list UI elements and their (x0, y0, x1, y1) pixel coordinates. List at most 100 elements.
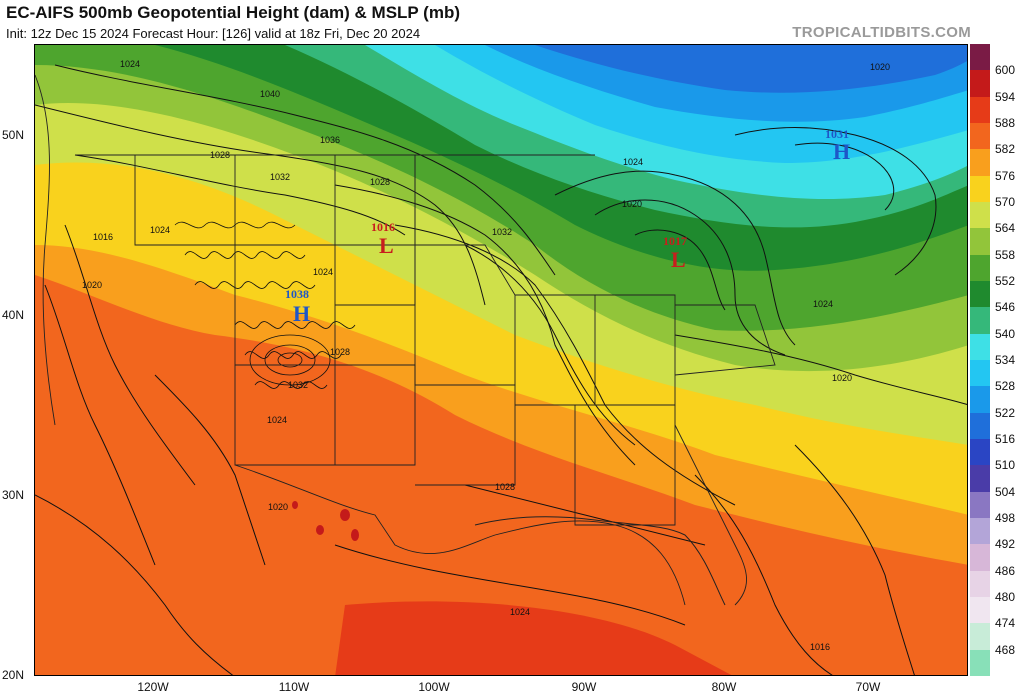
colorbar-swatch (970, 412, 990, 440)
high-pressure-marker: H (293, 301, 310, 326)
colorbar-label: 492 (995, 537, 1016, 552)
isobar-label: 1016 (93, 232, 113, 242)
longitude-label: 120W (137, 680, 169, 694)
colorbar-label: 486 (995, 563, 1016, 578)
colorbar-label: 516 (995, 432, 1016, 446)
isobar-label: 1028 (210, 150, 230, 160)
isobar-label: 1036 (320, 135, 340, 145)
isobar-label: 1016 (810, 642, 830, 652)
isobar-label: 1020 (832, 373, 852, 383)
colorbar-label: 540 (995, 326, 1016, 341)
map-canvas: 1024 1040 1036 1028 1032 1024 1016 1020 … (35, 45, 967, 675)
map-subtitle: Init: 12z Dec 15 2024 Forecast Hour: [12… (6, 26, 421, 41)
colorbar-label: 468 (995, 642, 1016, 657)
colorbar-swatch (970, 307, 990, 335)
colorbar-swatch (970, 570, 990, 598)
isobar-label: 1020 (622, 199, 642, 209)
colorbar-swatch (970, 44, 990, 71)
isobar-label: 1032 (492, 227, 512, 237)
colorbar-swatch (970, 360, 990, 387)
isobar-label: 1024 (510, 607, 530, 617)
isobar-label: 1020 (870, 62, 890, 72)
colorbar-swatch (970, 623, 990, 651)
colorbar-swatch (970, 649, 990, 677)
map-title: EC-AIFS 500mb Geopotential Height (dam) … (6, 3, 460, 22)
colorbar-label: 600 (995, 63, 1016, 78)
political-borders (35, 74, 776, 606)
colorbar-label: 570 (995, 195, 1016, 209)
isobar-label: 1024 (813, 299, 833, 309)
isobar-label: 1024 (150, 225, 170, 235)
high-pressure-value: 1038 (285, 287, 309, 301)
low-pressure-marker: L (671, 247, 686, 272)
colorbar-swatch (970, 70, 990, 98)
colorbar-swatch (970, 149, 990, 177)
high-pressure-value: 1031 (825, 127, 849, 141)
colorbar-swatch (970, 544, 990, 572)
isobar-label: 1024 (120, 59, 140, 69)
colorbar-swatch (970, 281, 990, 308)
gulf-coast (474, 516, 726, 606)
isobar-label: 1024 (623, 157, 643, 167)
height-colorbar: 600 594 588 582 576 570 564 558 552 546 540 534 528 5… (970, 44, 1022, 677)
colorbar-label: 510 (995, 458, 1016, 473)
colorbar-swatch (970, 175, 990, 203)
longitude-label: 70W (855, 680, 881, 694)
colorbar-swatch (970, 228, 990, 256)
colorbar-label: 582 (995, 142, 1016, 157)
colorbar-label: 588 (995, 116, 1016, 130)
isobar-label-group: 1024 1040 1036 1028 1032 1024 1016 1020 … (82, 59, 890, 652)
colorbar-label: 534 (995, 353, 1016, 367)
pressure-centers: 1031 H 1016 L 1017 L 1038 H (285, 127, 850, 326)
colorbar-label: 552 (995, 274, 1016, 288)
latitude-label: 20N (2, 668, 25, 682)
longitude-label: 90W (571, 680, 597, 694)
isobar-label: 1028 (370, 177, 390, 187)
colorbar-swatch (970, 333, 990, 361)
colorbar-swatch (970, 202, 990, 229)
longitude-label: 110W (278, 680, 310, 694)
high-pressure-marker: H (833, 139, 850, 164)
longitude-label: 100W (418, 680, 450, 694)
colorbar-swatch (970, 96, 990, 124)
isobar-label: 1024 (313, 267, 333, 277)
isobar-label: 1032 (270, 172, 290, 182)
colorbar-swatch (970, 254, 990, 282)
isobar-label: 1028 (330, 347, 350, 357)
colorbar-label: 504 (995, 484, 1016, 499)
weather-map: 1024 1040 1036 1028 1032 1024 1016 1020 … (34, 44, 968, 676)
height-band-516 (535, 45, 967, 93)
isobar-lines (35, 64, 967, 675)
isobar-label: 1020 (82, 280, 102, 290)
colorbar-label: 528 (995, 379, 1016, 394)
colorbar-swatch (970, 597, 990, 624)
colorbar-swatch (970, 386, 990, 414)
colorbar-swatch (970, 123, 990, 150)
isobar-label: 1040 (260, 89, 280, 99)
colorbar-label: 474 (995, 616, 1016, 631)
colorbar-label: 594 (995, 89, 1016, 104)
colorbar-swatch (970, 518, 990, 545)
brand-watermark: TROPICALTIDBITS.COM (792, 24, 971, 41)
latitude-label: 30N (2, 488, 25, 502)
colorbar-label: 498 (995, 511, 1016, 525)
colorbar-label: 564 (995, 221, 1016, 236)
latitude-label: 50N (2, 128, 25, 142)
terrain-highlights (292, 501, 359, 541)
colorbar-label: 546 (995, 300, 1016, 315)
height-band-588 (335, 601, 732, 675)
colorbar-label: 558 (995, 247, 1016, 262)
colorbar-swatch (970, 465, 990, 493)
longitude-label: 80W (711, 680, 737, 694)
colorbar-swatch (970, 439, 990, 466)
low-pressure-value: 1016 (371, 220, 395, 234)
colorbar-label: 480 (995, 590, 1016, 604)
low-pressure-value: 1017 (663, 234, 687, 248)
colorbar-label: 576 (995, 168, 1016, 183)
isobar-label: 1024 (267, 415, 287, 425)
isobar-label: 1028 (495, 482, 515, 492)
latitude-label: 40N (2, 308, 25, 322)
isobar-label: 1032 (288, 380, 308, 390)
low-pressure-marker: L (379, 233, 394, 258)
colorbar-label: 522 (995, 405, 1016, 420)
